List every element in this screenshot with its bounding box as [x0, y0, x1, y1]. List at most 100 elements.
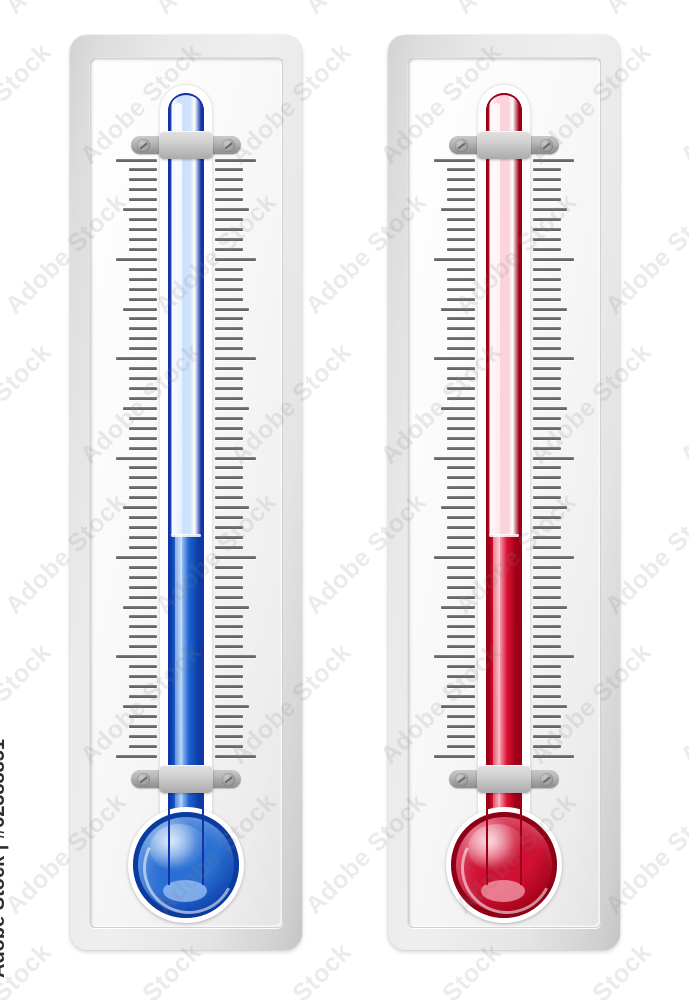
tick-minor	[447, 744, 475, 748]
tick-medium	[123, 208, 157, 212]
tick-minor	[215, 545, 243, 549]
tick-minor	[129, 267, 157, 271]
tick-minor	[447, 178, 475, 182]
tick-minor	[447, 625, 475, 629]
tick-minor	[215, 665, 243, 669]
tick-minor	[129, 486, 157, 490]
tick-medium	[215, 704, 249, 708]
tick-major	[215, 555, 256, 559]
tick-minor	[129, 675, 157, 679]
tick-minor	[533, 684, 561, 688]
tick-minor	[447, 486, 475, 490]
tick-minor	[447, 734, 475, 738]
tick-minor	[447, 535, 475, 539]
tick-minor	[533, 228, 561, 232]
tick-major	[533, 158, 574, 162]
tick-minor	[215, 535, 243, 539]
tick-minor	[447, 297, 475, 301]
tick-minor	[129, 595, 157, 599]
tick-medium	[533, 506, 567, 510]
tick-minor	[215, 337, 243, 341]
tick-minor	[215, 426, 243, 430]
tick-minor	[215, 615, 243, 619]
tick-minor	[447, 665, 475, 669]
tick-minor	[533, 734, 561, 738]
tick-minor	[533, 625, 561, 629]
tick-major	[116, 655, 157, 659]
tick-minor	[533, 198, 561, 202]
watermark-text: Adobe Stock	[300, 0, 432, 21]
tick-major	[434, 655, 475, 659]
mounting-bracket-top-red	[449, 131, 559, 159]
tick-minor	[533, 575, 561, 579]
tick-minor	[129, 228, 157, 232]
watermark-text: Adobe Stock	[675, 338, 689, 470]
tick-minor	[533, 297, 561, 301]
tick-minor	[129, 297, 157, 301]
watermark-text: Adobe Stock	[675, 38, 689, 170]
tick-minor	[533, 675, 561, 679]
tick-major	[533, 257, 574, 261]
tick-minor	[533, 615, 561, 619]
tick-medium	[533, 704, 567, 708]
tick-minor	[129, 625, 157, 629]
tick-medium	[441, 605, 475, 609]
tick-minor	[447, 615, 475, 619]
tick-major	[116, 555, 157, 559]
tick-medium	[215, 307, 249, 311]
tick-minor	[447, 635, 475, 639]
tick-minor	[129, 237, 157, 241]
tick-minor	[447, 575, 475, 579]
tick-minor	[129, 247, 157, 251]
tick-minor	[215, 714, 243, 718]
tick-minor	[129, 168, 157, 172]
tick-minor	[129, 287, 157, 291]
tick-minor	[129, 645, 157, 649]
tick-minor	[447, 595, 475, 599]
tick-minor	[215, 635, 243, 639]
tick-minor	[533, 396, 561, 400]
tick-minor	[447, 377, 475, 381]
tick-minor	[215, 228, 243, 232]
mounting-bracket-bottom-red	[449, 765, 559, 793]
tick-minor	[533, 218, 561, 222]
tick-major	[116, 754, 157, 758]
tick-minor	[129, 377, 157, 381]
tick-minor	[129, 635, 157, 639]
tick-minor	[447, 565, 475, 569]
tick-minor	[533, 377, 561, 381]
tick-minor	[533, 595, 561, 599]
tick-minor	[447, 386, 475, 390]
tick-minor	[447, 645, 475, 649]
tick-medium	[533, 605, 567, 609]
tick-minor	[447, 317, 475, 321]
tick-minor	[129, 585, 157, 589]
tick-minor	[129, 496, 157, 500]
watermark-text: Adobe Stock	[675, 638, 689, 770]
watermark-text: Adobe Stock	[675, 938, 689, 1000]
tick-minor	[215, 327, 243, 331]
tick-minor	[129, 277, 157, 281]
tick-minor	[533, 188, 561, 192]
tick-minor	[533, 585, 561, 589]
tick-minor	[215, 277, 243, 281]
tick-minor	[215, 218, 243, 222]
tick-medium	[533, 307, 567, 311]
tick-minor	[533, 247, 561, 251]
tick-minor	[129, 714, 157, 718]
tick-minor	[215, 585, 243, 589]
tick-minor	[215, 694, 243, 698]
tick-minor	[447, 545, 475, 549]
thermometer-panel-red	[388, 35, 620, 950]
tick-minor	[129, 476, 157, 480]
tick-medium	[441, 208, 475, 212]
tick-minor	[129, 744, 157, 748]
tick-minor	[533, 367, 561, 371]
tick-medium	[215, 406, 249, 410]
bulb-body-blue	[133, 812, 239, 918]
tick-minor	[533, 386, 561, 390]
tube-gloss-highlight-blue	[175, 103, 182, 885]
tick-major	[434, 456, 475, 460]
tick-minor	[129, 535, 157, 539]
tick-minor	[215, 396, 243, 400]
